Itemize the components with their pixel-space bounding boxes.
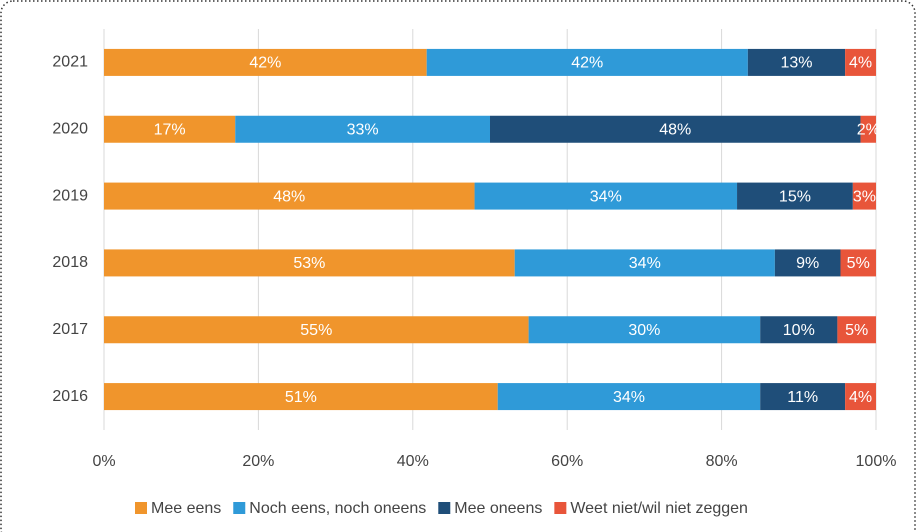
bar-segment [774, 249, 841, 277]
x-tick-label: 80% [706, 453, 738, 470]
x-tick-label: 40% [397, 453, 429, 470]
data-label: 53% [293, 255, 325, 272]
bar-segment [837, 316, 876, 344]
bar-segment [104, 383, 498, 411]
data-label: 10% [783, 322, 815, 339]
bar-segment [760, 383, 846, 411]
data-label: 48% [273, 188, 305, 205]
x-tick-label: 0% [92, 453, 115, 470]
bar-segment [737, 182, 853, 210]
data-label: 9% [796, 255, 819, 272]
bar-segment [760, 316, 838, 344]
data-label: 51% [285, 389, 317, 406]
x-tick-label: 20% [242, 453, 274, 470]
data-label: 13% [780, 55, 812, 72]
data-label: 11% [787, 389, 818, 406]
legend-label: Mee oneens [454, 500, 542, 517]
bar-segment [104, 249, 515, 277]
y-tick-label: 2021 [52, 54, 88, 71]
legend-label: Noch eens, noch oneens [249, 500, 426, 517]
bar-segment [490, 115, 861, 143]
bar-segment [104, 115, 236, 143]
data-label: 30% [628, 322, 660, 339]
data-label: 4% [849, 389, 872, 406]
y-tick-label: 2016 [52, 388, 88, 405]
data-label: 3% [853, 188, 876, 205]
bar-segment [747, 48, 846, 76]
data-label: 34% [629, 255, 661, 272]
data-label: 4% [849, 55, 872, 72]
bar-segment [426, 48, 748, 76]
bar-segment [104, 316, 529, 344]
data-label: 34% [590, 188, 622, 205]
x-tick-label: 60% [551, 453, 583, 470]
bar-segment [497, 383, 761, 411]
data-label: 17% [154, 121, 186, 138]
x-tick-label: 100% [856, 453, 897, 470]
bar-segment [104, 48, 427, 76]
bar-segment [852, 182, 876, 210]
data-label: 34% [613, 389, 645, 406]
data-label: 15% [779, 188, 811, 205]
bar-segment [845, 48, 876, 76]
bar-segment [528, 316, 761, 344]
bar-segment [860, 115, 876, 143]
y-tick-label: 2020 [52, 120, 88, 137]
data-label: 48% [659, 121, 691, 138]
data-label: 5% [847, 255, 870, 272]
y-tick-label: 2019 [52, 187, 88, 204]
data-label: 2% [857, 121, 880, 138]
bar-segment [474, 182, 738, 210]
data-label: 42% [571, 55, 603, 72]
legend-label: Weet niet/wil niet zeggen [570, 500, 748, 517]
legend-swatch [233, 502, 246, 514]
data-label: 55% [300, 322, 332, 339]
legend-swatch [135, 502, 147, 514]
bar-segment [840, 249, 876, 277]
bar-segment [514, 249, 775, 277]
bar-segment [104, 182, 475, 210]
data-label: 42% [249, 55, 281, 72]
bar-segment [845, 383, 876, 411]
legend-swatch [438, 502, 451, 514]
y-tick-label: 2017 [52, 321, 88, 338]
y-tick-label: 2018 [52, 254, 88, 271]
legend-label: Mee eens [151, 500, 221, 517]
bar-segment [235, 115, 490, 143]
data-label: 33% [347, 121, 379, 138]
data-label: 5% [845, 322, 868, 339]
legend-swatch [554, 502, 567, 514]
